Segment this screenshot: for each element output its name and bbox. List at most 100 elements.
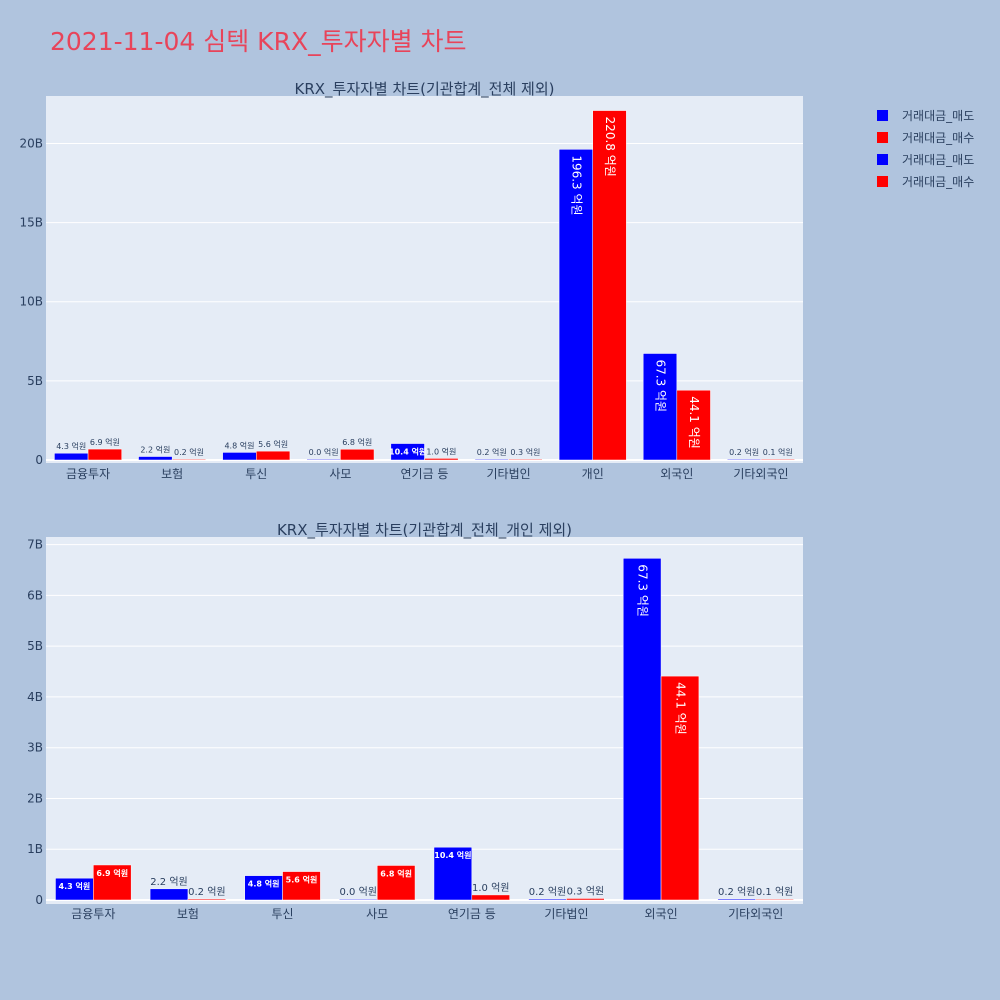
y-tick-label: 6B [27,588,43,602]
y-tick-label: 2B [27,791,43,805]
y-tick-label: 3B [27,741,43,755]
bar [87,448,122,461]
x-tick-label: 외국인 [660,467,693,481]
y-tick-label: 5B [27,639,43,653]
x-tick-label: 기타외국인 [728,907,783,921]
legend-swatch-sell [877,109,888,121]
bar [340,448,375,461]
y-tick-label: 1B [27,842,43,856]
data-label: 10.4 억원 [389,447,426,457]
data-label: 67.3 억원 [654,359,668,412]
data-label: 0.2 억원 [729,447,759,457]
bar [760,458,795,461]
data-label: 0.2 억원 [188,886,225,898]
bar [222,452,257,461]
data-label: 5.6 억원 [286,875,318,885]
x-tick-label: 기타외국인 [733,467,788,481]
bar [256,450,291,461]
data-label: 1.0 억원 [426,446,456,456]
legend-item[interactable]: 거래대금_매수 [872,126,974,148]
x-tick-label: 기타법인 [487,467,531,481]
x-tick-label: 연기금 등 [448,907,496,921]
data-label: 44.1 억원 [687,396,701,449]
legend[interactable]: 거래대금_매도 거래대금_매수 거래대금_매도 거래대금_매수 [872,104,974,192]
page-title: 2021-11-04 심텍 KRX_투자자별 차트 [50,27,467,56]
bar [717,898,756,901]
chart-2: 0 1B 2B 3B 4B 5B 6B 7B KRX_투자자별 차트(기관합계_전체_개인 제외… [27,521,803,921]
data-label: 0.2 억원 [477,447,507,457]
bar [566,898,605,901]
data-label: 4.8 억원 [248,879,280,889]
data-label: 4.3 억원 [56,441,86,451]
data-label: 0.3 억원 [510,447,540,457]
y-tick-label: 7B [27,538,43,552]
bar [755,898,794,901]
y-tick-label: 5B [27,374,43,388]
bar [306,458,341,461]
data-label: 6.8 억원 [380,868,412,878]
data-label: 220.8 억원 [603,117,617,177]
x-tick-label: 기타법인 [544,907,588,921]
chart-1: 0 5B 10B 15B 20B KRX_투자자별 차트(기관합계_전체 제외) 금융투자 4… [19,80,803,481]
x-tick-label: 연기금 등 [401,467,449,481]
data-label: 196.3 억원 [569,155,583,215]
bar [171,458,207,461]
data-label: 5.6 억원 [258,439,288,449]
legend-label: 거래대금_매도 [902,152,975,167]
data-label: 4.8 억원 [224,440,254,450]
bar [390,443,425,461]
bar [508,458,543,461]
x-tick-label: 투신 [272,907,294,921]
data-label: 0.0 억원 [340,886,377,898]
data-label: 2.2 억원 [150,876,187,888]
bar [93,864,132,901]
legend-swatch-buy [877,131,888,143]
legend-label: 거래대금_매수 [902,174,975,189]
legend-item[interactable]: 거래대금_매도 [872,104,974,126]
bar [471,894,510,901]
x-tick-label: 외국인 [645,907,678,921]
y-tick-label: 20B [19,136,43,150]
data-label: 0.1 억원 [756,886,793,898]
data-label: 0.1 억원 [763,447,793,457]
y-tick-label: 0 [35,453,43,467]
data-label: 0.2 억원 [174,447,204,457]
bar [244,875,283,901]
bar [187,898,227,901]
legend-item[interactable]: 거래대금_매수 [872,170,974,192]
bar [54,452,89,461]
bar [339,898,378,901]
y-tick-label: 4B [27,690,43,704]
chart-title: KRX_투자자별 차트(기관합계_전체 제외) [295,80,555,99]
bar [642,353,678,461]
bar [424,458,459,461]
x-tick-label: 금융투자 [71,907,115,921]
data-label: 4.3 억원 [59,881,91,891]
x-tick-label: 보험 [177,907,199,921]
legend-swatch-buy [877,175,888,187]
data-label: 0.3 억원 [567,885,604,897]
data-label: 44.1 억원 [673,682,687,735]
chart-title: KRX_투자자별 차트(기관합계_전체_개인 제외) [277,521,572,540]
bar [138,456,173,461]
legend-item[interactable]: 거래대금_매도 [872,148,974,170]
bar [592,110,627,461]
y-tick-label: 15B [19,216,43,230]
x-tick-label: 개인 [582,467,604,481]
data-label: 0.2 억원 [718,886,755,898]
x-tick-label: 사모 [366,907,388,921]
data-label: 0.0 억원 [309,447,339,457]
data-label: 6.8 억원 [342,437,372,447]
y-tick-label: 10B [19,295,43,309]
bar [376,865,416,901]
x-tick-label: 사모 [329,467,351,481]
legend-label: 거래대금_매수 [902,130,975,145]
bar [660,675,700,901]
bar [282,871,321,901]
bar [676,389,711,461]
x-tick-label: 보험 [161,467,183,481]
bar [474,458,509,461]
data-label: 0.2 억원 [529,886,566,898]
bar [727,458,762,461]
